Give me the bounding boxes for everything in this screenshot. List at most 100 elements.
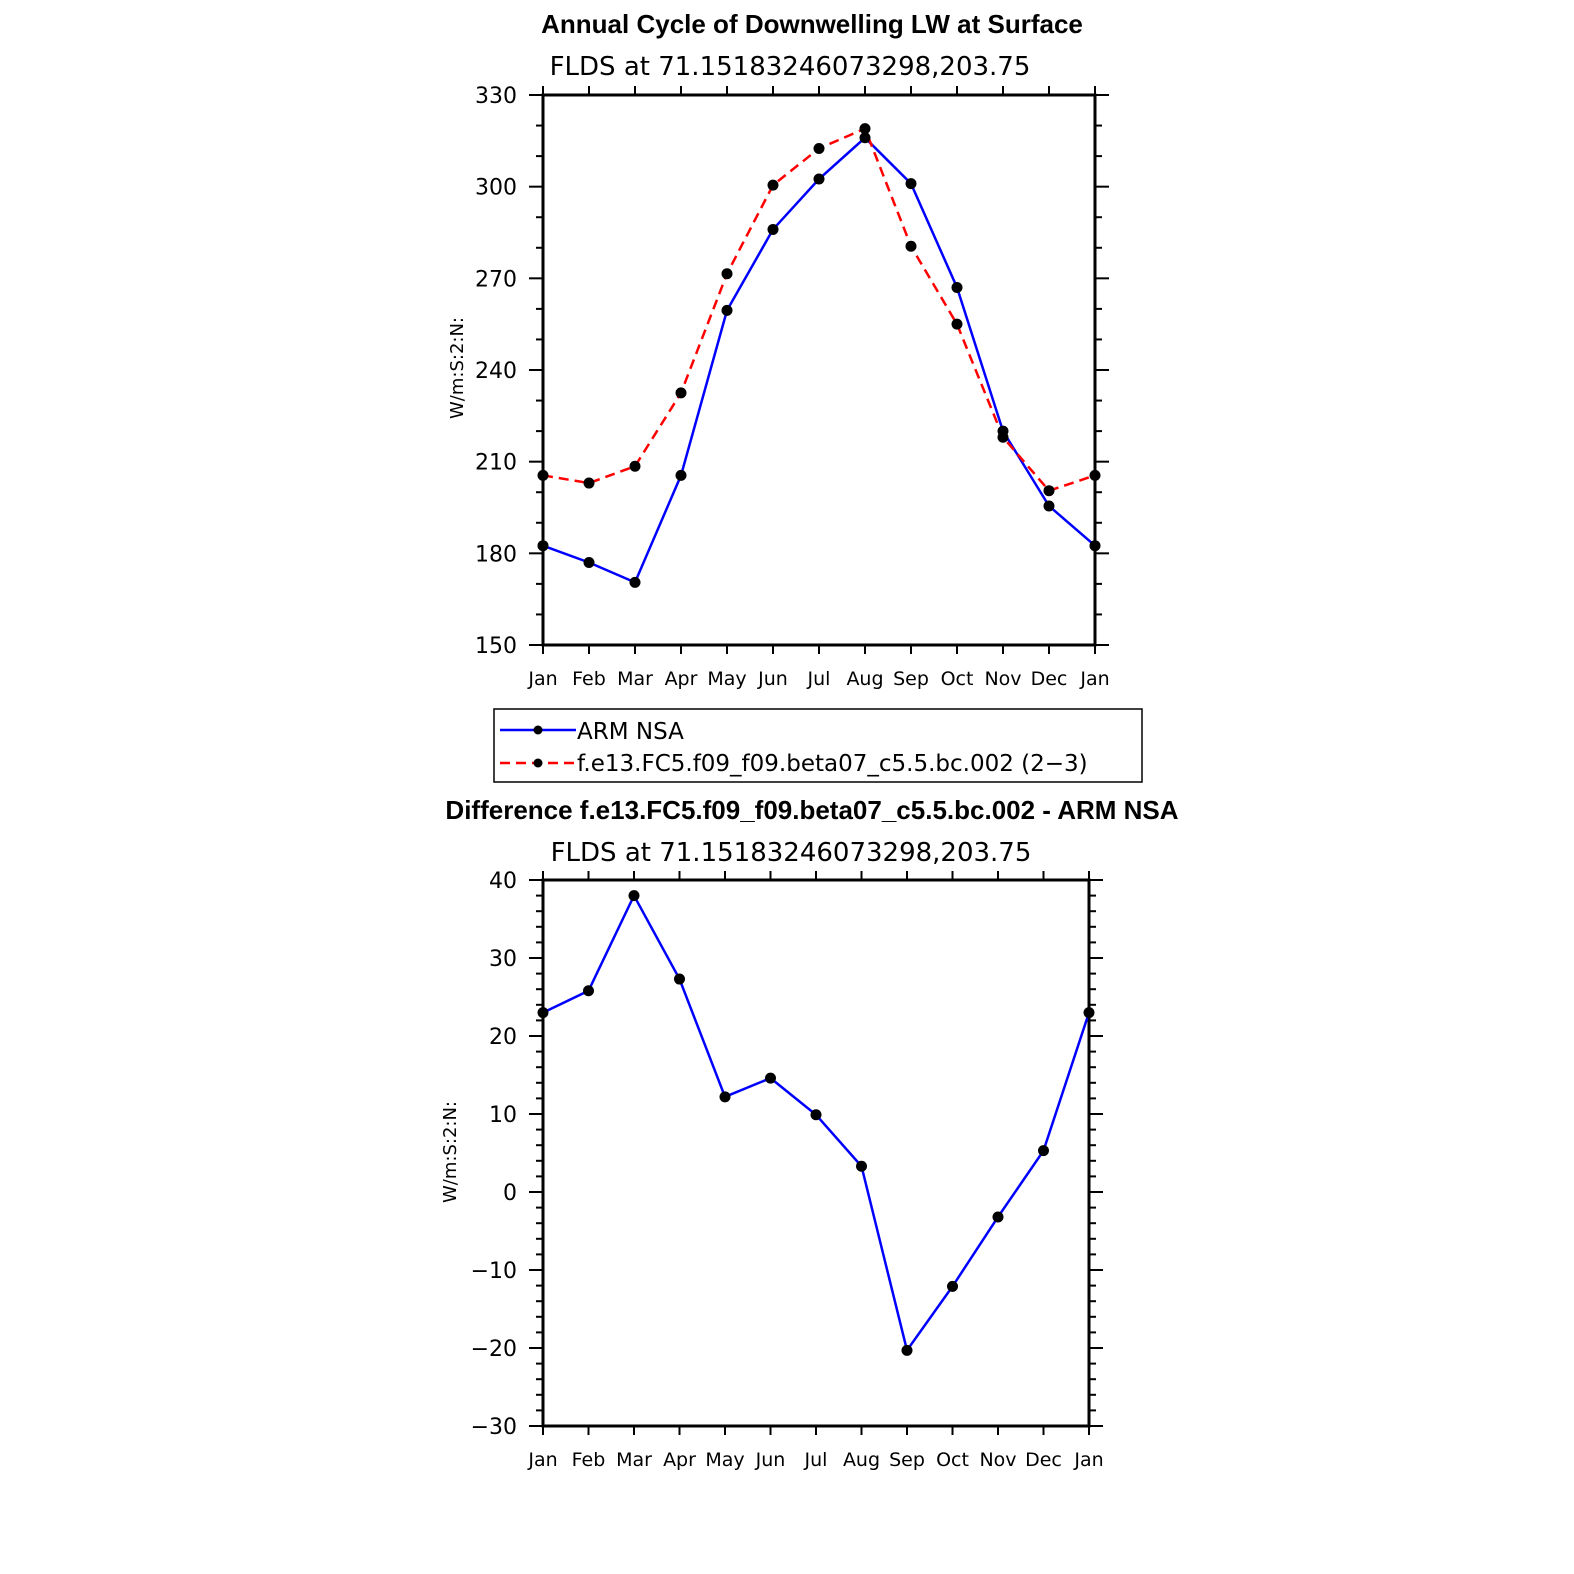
data-point-series-0 (810, 1109, 822, 1121)
y-tick-label: 270 (475, 267, 517, 292)
data-point-series-0 (856, 1160, 867, 1172)
x-tick-label: Oct (936, 1449, 969, 1471)
x-tick-label: Feb (572, 1449, 606, 1471)
y-tick-label: −10 (471, 1259, 517, 1284)
data-point-series-0 (1043, 500, 1055, 512)
x-tick-label: Jun (757, 668, 788, 690)
chart-difference: Difference f.e13.FC5.f09_f09.beta07_c5.5… (440, 795, 1179, 1471)
x-tick-label: Mar (616, 1449, 652, 1471)
x-tick-label: May (705, 1449, 744, 1471)
chart-subtitle: FLDS at 71.15183246073298,203.75 (550, 52, 1031, 82)
data-point-series-0 (1038, 1145, 1049, 1157)
data-point-series-1 (583, 477, 595, 489)
x-tick-label: Nov (979, 1449, 1016, 1471)
y-tick-label: 0 (503, 1181, 517, 1206)
axis-ticks: Jan Feb Mar Apr May Jun Jul Aug Sep Oct Nov Dec Jan 1… (475, 84, 1110, 690)
data-point-series-1 (629, 460, 641, 472)
data-point-series-0 (628, 890, 640, 902)
data-point-series-0 (947, 1280, 958, 1292)
data-point-series-0 (905, 178, 917, 190)
y-tick-label: 240 (475, 359, 517, 384)
y-tick-label: 210 (475, 451, 517, 476)
legend-marker-model (533, 758, 543, 768)
plot-frame (541, 878, 1091, 1428)
data-point-series-0 (629, 576, 641, 588)
series-line-0 (542, 892, 1091, 1354)
x-tick-label: Feb (572, 668, 606, 690)
x-tick-label: May (707, 668, 746, 690)
series-group (537, 890, 1095, 1356)
x-tick-label: Dec (1025, 1449, 1062, 1471)
data-point-series-1 (767, 179, 779, 191)
data-point-series-0 (583, 557, 595, 568)
legend: ARM NSA f.e13.FC5.f09_f09.beta07_c5.5.bc… (493, 708, 1143, 783)
data-point-series-0 (767, 223, 779, 235)
data-point-series-0 (813, 173, 825, 185)
data-point-series-1 (675, 387, 687, 399)
data-point-series-1 (997, 431, 1009, 443)
y-tick-label: 180 (475, 542, 517, 567)
data-point-series-1 (721, 268, 733, 280)
y-axis-label: W/m:S:2:N: (447, 317, 468, 419)
x-tick-label: Jan (527, 1449, 557, 1471)
y-tick-label: 20 (489, 1025, 517, 1050)
y-tick-label: 30 (489, 947, 517, 972)
data-point-series-1 (813, 142, 825, 154)
data-point-series-0 (992, 1211, 1004, 1223)
y-tick-label: 300 (475, 176, 517, 201)
x-tick-label: Mar (617, 668, 653, 690)
x-tick-label: Apr (663, 1449, 696, 1471)
x-tick-label: Aug (843, 1449, 880, 1471)
data-point-series-0 (674, 973, 685, 985)
data-point-series-0 (721, 304, 733, 316)
series-line-0 (542, 136, 1096, 585)
y-axis-label: W/m:S:2:N: (440, 1101, 461, 1203)
data-point-series-0 (951, 282, 963, 293)
chart-annual-cycle: Annual Cycle of Downwelling LW at Surfac… (447, 9, 1110, 690)
x-tick-label: Oct (941, 668, 974, 690)
data-point-series-0 (1089, 540, 1101, 552)
x-tick-label: Sep (889, 1449, 925, 1471)
y-tick-label: 40 (489, 869, 517, 894)
y-tick-label: −20 (471, 1337, 517, 1362)
data-point-series-1 (905, 240, 917, 252)
y-tick-label: 10 (489, 1103, 517, 1128)
axis-ticks: Jan Feb Mar Apr May Jun Jul Aug Sep Oct Nov Dec Jan−… (471, 869, 1104, 1471)
data-point-series-0 (859, 132, 871, 144)
data-point-series-1 (951, 318, 963, 330)
data-point-series-0 (765, 1072, 776, 1084)
data-point-series-0 (537, 1007, 549, 1019)
y-tick-label: 330 (475, 84, 517, 109)
x-tick-label: Jul (804, 1449, 828, 1471)
y-tick-label: 150 (475, 634, 517, 659)
data-point-series-0 (675, 469, 687, 481)
x-tick-label: Jul (807, 668, 831, 690)
x-tick-label: Aug (846, 668, 883, 690)
x-tick-label: Dec (1031, 668, 1068, 690)
data-point-series-1 (1043, 485, 1055, 497)
data-point-series-0 (719, 1091, 731, 1103)
x-tick-label: Jan (1079, 668, 1109, 690)
y-tick-label: −30 (471, 1415, 517, 1440)
chart-title: Annual Cycle of Downwelling LW at Surfac… (541, 9, 1083, 39)
x-tick-label: Jun (755, 1449, 786, 1471)
legend-label-arm-nsa: ARM NSA (577, 719, 684, 745)
data-point-series-1 (859, 123, 871, 135)
data-point-series-0 (583, 985, 594, 997)
data-point-series-0 (901, 1344, 913, 1356)
x-tick-label: Sep (893, 668, 929, 690)
x-tick-label: Apr (665, 668, 698, 690)
data-point-series-0 (537, 540, 549, 552)
x-tick-label: Jan (527, 668, 557, 690)
data-point-series-0 (1083, 1007, 1095, 1019)
legend-box (493, 708, 1143, 783)
chart-subtitle: FLDS at 71.15183246073298,203.75 (551, 838, 1032, 868)
x-tick-label: Jan (1073, 1449, 1103, 1471)
legend-label-model: f.e13.FC5.f09_f09.beta07_c5.5.bc.002 (2−… (577, 751, 1088, 777)
legend-marker-arm-nsa (533, 725, 543, 735)
data-point-series-1 (1089, 469, 1101, 481)
series-group (537, 123, 1101, 588)
chart-title: Difference f.e13.FC5.f09_f09.beta07_c5.5… (445, 795, 1178, 825)
x-tick-label: Nov (984, 668, 1021, 690)
